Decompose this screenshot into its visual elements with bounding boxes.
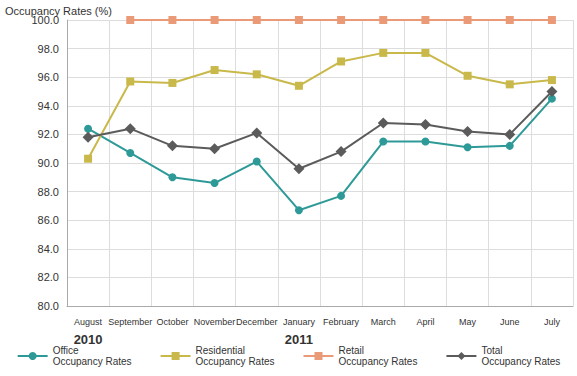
svg-text:January: January <box>283 317 316 327</box>
svg-text:June: June <box>500 317 520 327</box>
svg-text:October: October <box>156 317 188 327</box>
svg-text:98.0: 98.0 <box>38 43 59 55</box>
svg-text:December: December <box>236 317 278 327</box>
svg-text:92.0: 92.0 <box>38 128 59 140</box>
svg-text:Office: Office <box>53 345 79 356</box>
svg-text:Residential: Residential <box>196 345 245 356</box>
svg-text:August: August <box>74 317 103 327</box>
svg-text:2010: 2010 <box>73 331 103 347</box>
svg-text:April: April <box>416 317 434 327</box>
svg-text:2011: 2011 <box>285 332 313 347</box>
svg-text:Total: Total <box>481 345 502 356</box>
svg-text:100.0: 100.0 <box>31 14 59 26</box>
svg-text:September: September <box>108 317 152 327</box>
svg-text:Occupancy Rates (%): Occupancy Rates (%) <box>5 5 112 17</box>
svg-text:94.0: 94.0 <box>38 100 59 112</box>
svg-text:Retail: Retail <box>339 345 365 356</box>
svg-text:November: November <box>194 317 236 327</box>
svg-text:July: July <box>544 317 561 327</box>
svg-text:Occupancy Rates: Occupancy Rates <box>53 356 132 367</box>
svg-text:88.0: 88.0 <box>38 186 59 198</box>
svg-text:March: March <box>371 317 396 327</box>
svg-text:90.0: 90.0 <box>38 157 59 169</box>
svg-text:96.0: 96.0 <box>38 71 59 83</box>
svg-text:Occupancy Rates: Occupancy Rates <box>196 356 275 367</box>
svg-text:80.0: 80.0 <box>38 300 59 312</box>
svg-text:Occupancy Rates: Occupancy Rates <box>481 356 560 367</box>
svg-text:84.0: 84.0 <box>38 243 59 255</box>
svg-text:86.0: 86.0 <box>38 214 59 226</box>
svg-text:May: May <box>459 317 477 327</box>
svg-text:82.0: 82.0 <box>38 271 59 283</box>
svg-text:Occupancy Rates: Occupancy Rates <box>339 356 418 367</box>
svg-text:February: February <box>323 317 360 327</box>
